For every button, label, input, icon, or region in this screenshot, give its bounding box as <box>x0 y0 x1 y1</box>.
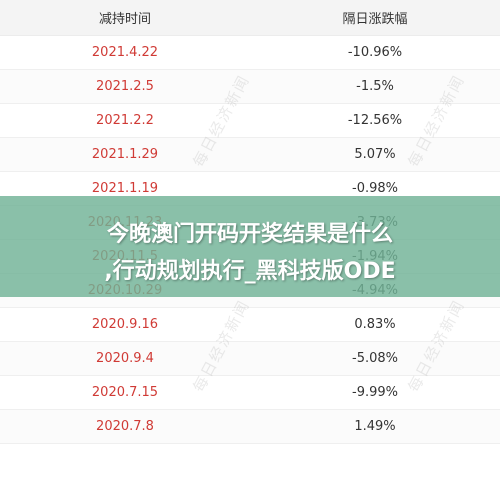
date-cell: 2021.4.22 <box>91 45 159 60</box>
column-header-change: 隔日涨跌幅 <box>342 12 408 27</box>
date-cell: 2021.2.5 <box>96 79 154 94</box>
table-row: 2021.4.22 -10.96% <box>0 36 500 70</box>
change-cell: 1.49% <box>354 419 396 434</box>
table-row: 2021.2.2 -12.56% <box>0 104 500 138</box>
date-cell: 2021.2.2 <box>96 113 154 128</box>
table-row: 2020.9.16 0.83% <box>0 308 500 342</box>
date-cell: 2020.7.15 <box>91 385 159 400</box>
table-row: 2020.7.8 1.49% <box>0 410 500 444</box>
change-cell: -9.99% <box>352 385 398 400</box>
change-cell: -5.08% <box>352 351 398 366</box>
table-row: 2020.9.4 -5.08% <box>0 342 500 376</box>
change-cell: -1.5% <box>356 79 394 94</box>
table-row: 2021.2.5 -1.5% <box>0 70 500 104</box>
date-cell: 2020.7.8 <box>96 419 154 434</box>
banner-title-line-2: ,行动规划执行_黑科技版ODE <box>104 259 396 284</box>
column-header-date: 减持时间 <box>98 12 151 27</box>
change-cell: 5.07% <box>354 147 396 162</box>
date-cell: 2021.1.29 <box>91 147 159 162</box>
date-cell: 2021.1.19 <box>91 181 159 196</box>
date-cell: 2020.9.16 <box>91 317 159 332</box>
table-row: 2020.7.15 -9.99% <box>0 376 500 410</box>
banner-title-line-1: 今晚澳门开码开奖结果是什么 <box>106 222 393 247</box>
date-cell: 2020.9.4 <box>96 351 154 366</box>
table-row: 2021.1.29 5.07% <box>0 138 500 172</box>
headline-banner: 今晚澳门开码开奖结果是什么 ,行动规划执行_黑科技版ODE <box>0 196 500 297</box>
change-cell: -10.96% <box>347 45 403 60</box>
change-cell: 0.83% <box>354 317 396 332</box>
table-header: 减持时间 隔日涨跌幅 <box>0 0 500 36</box>
change-cell: -12.56% <box>347 113 403 128</box>
change-cell: -0.98% <box>352 181 398 196</box>
